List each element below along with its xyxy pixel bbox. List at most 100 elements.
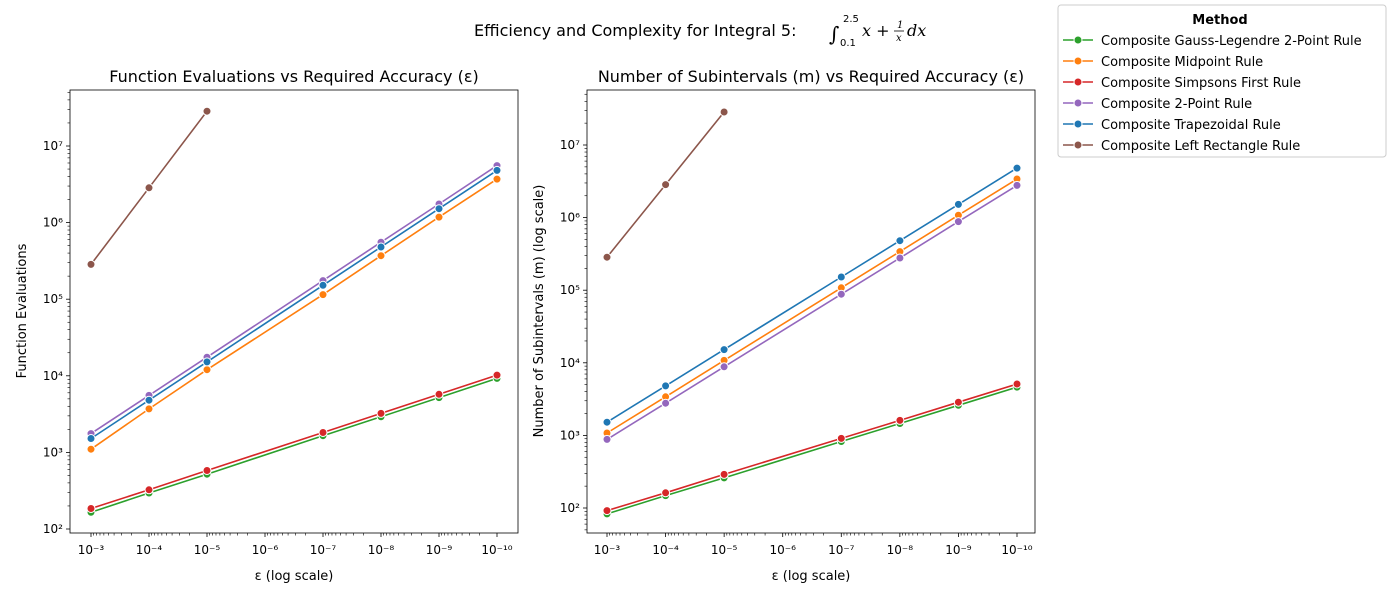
y-tick-label: 10⁴: [560, 356, 580, 370]
integral-symbol: ∫: [829, 22, 839, 46]
figure-suptitle: Efficiency and Complexity for Integral 5…: [474, 14, 926, 49]
series-line: [86, 106, 212, 269]
data-point: [144, 183, 154, 193]
data-point: [1012, 180, 1022, 190]
legend-title: Method: [1192, 13, 1247, 28]
data-point: [836, 433, 846, 443]
x-tick-label: 10⁻³: [594, 543, 621, 557]
data-point: [602, 434, 612, 444]
data-point: [86, 259, 96, 269]
data-point: [602, 506, 612, 516]
legend-items: Composite Gauss-Legendre 2-Point Rule Com…: [1063, 34, 1362, 154]
data-point: [492, 165, 502, 175]
x-tick-label: 10⁻¹⁰: [1001, 543, 1032, 557]
data-point: [602, 417, 612, 427]
integral-lower-limit: 0.1: [840, 38, 856, 49]
data-point: [719, 107, 729, 117]
data-point: [376, 251, 386, 261]
data-point: [202, 106, 212, 116]
data-point: [661, 381, 671, 391]
x-tick-label: 10⁻⁹: [945, 543, 972, 557]
y-axis-label: Function Evaluations: [15, 243, 30, 378]
data-point: [895, 236, 905, 246]
y-tick-label: 10⁷: [43, 139, 63, 153]
data-point: [202, 466, 212, 475]
x-tick-label: 10⁻³: [78, 543, 105, 557]
data-point: [144, 404, 154, 414]
series-line: [86, 370, 502, 513]
data-point: [836, 272, 846, 282]
legend-entry: Composite Trapezoidal Rule: [1063, 118, 1281, 133]
legend-label: Composite Midpoint Rule: [1101, 55, 1263, 70]
series-line: [86, 174, 502, 454]
integrand-x: x +: [862, 21, 890, 40]
data-point: [202, 365, 212, 375]
data-point: [1012, 379, 1022, 389]
y-tick-label: 10⁵: [43, 292, 63, 306]
data-point: [602, 252, 612, 262]
data-point: [86, 444, 96, 454]
series-line: [602, 163, 1022, 427]
data-point: [953, 199, 963, 209]
y-tick-label: 10⁴: [43, 369, 63, 383]
legend-marker: [1073, 140, 1083, 150]
chart-panel-subintervals: Number of Subintervals (m) vs Required A…: [532, 67, 1036, 584]
data-point: [318, 428, 328, 437]
data-point: [895, 253, 905, 263]
legend-marker: [1073, 56, 1083, 66]
x-tick-label: 10⁻⁹: [426, 543, 453, 557]
plot-frame: [69, 89, 519, 534]
legend-label: Composite Left Rectangle Rule: [1101, 139, 1300, 154]
data-point: [661, 398, 671, 408]
data-point: [953, 397, 963, 407]
legend-entry: Composite Simpsons First Rule: [1063, 76, 1301, 91]
data-point: [1012, 163, 1022, 173]
legend: Method Composite Gauss-Legendre 2-Point …: [1057, 4, 1387, 158]
legend-entry: Composite Gauss-Legendre 2-Point Rule: [1063, 34, 1362, 49]
x-tick-label: 10⁻⁴: [136, 543, 163, 557]
x-tick-label: 10⁻⁶: [770, 543, 797, 557]
x-tick-label: 10⁻⁵: [194, 543, 221, 557]
integral-upper-limit: 2.5: [843, 14, 859, 25]
y-tick-label: 10⁵: [560, 283, 580, 297]
x-tick-label: 10⁻⁴: [652, 543, 679, 557]
y-tick-label: 10⁶: [560, 211, 580, 225]
data-point: [86, 434, 96, 443]
y-tick-label: 10³: [560, 428, 580, 442]
x-axis-ticks: 10⁻³ 10⁻⁴ 10⁻⁵ 10⁻⁶ 10⁻⁷ 10⁻⁸ 10⁻⁹ 10⁻¹⁰: [594, 533, 1033, 557]
y-axis-label: Number of Subintervals (m) (log scale): [532, 185, 547, 438]
series-layer: [602, 107, 1022, 519]
legend-label: Composite Gauss-Legendre 2-Point Rule: [1101, 34, 1362, 49]
x-tick-label: 10⁻⁷: [310, 543, 337, 557]
fraction-numerator: 1: [897, 20, 903, 31]
data-point: [318, 280, 328, 290]
data-point: [719, 469, 729, 479]
plot-frame: [586, 89, 1036, 534]
legend-marker: [1073, 35, 1083, 45]
data-point: [434, 204, 444, 214]
data-point: [144, 395, 154, 405]
data-point: [719, 362, 729, 372]
series-line: [602, 180, 1022, 444]
y-tick-label: 10⁶: [43, 216, 63, 230]
data-point: [895, 415, 905, 425]
y-tick-label: 10⁷: [560, 138, 580, 152]
legend-entry: Composite 2-Point Rule: [1063, 97, 1252, 112]
data-point: [86, 504, 96, 513]
legend-marker: [1073, 77, 1083, 87]
series-line: [86, 165, 502, 443]
series-layer: [86, 106, 502, 517]
panel-title: Function Evaluations vs Required Accurac…: [109, 67, 478, 86]
legend-label: Composite Simpsons First Rule: [1101, 76, 1301, 91]
legend-label: Composite 2-Point Rule: [1101, 97, 1252, 112]
fraction-denominator: x: [896, 33, 902, 44]
data-point: [144, 485, 154, 495]
series-line: [602, 174, 1022, 438]
y-axis-ticks: 10² 10³ 10⁴ 10⁵ 10⁶ 10⁷: [43, 92, 70, 536]
series-line: [602, 379, 1022, 516]
data-point: [318, 290, 328, 300]
x-axis-label: ε (log scale): [255, 569, 334, 584]
integral-dx: dx: [907, 21, 926, 40]
data-point: [661, 180, 671, 190]
